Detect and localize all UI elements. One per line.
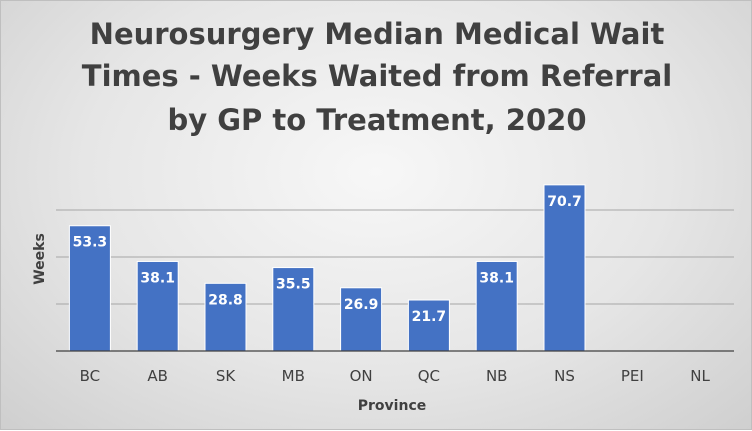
data-label-mb: 35.5 (276, 277, 311, 293)
x-tick-label-ns: NS (554, 367, 575, 385)
x-tick-label-pei: PEI (621, 367, 644, 385)
bar-nb (475, 260, 518, 352)
x-tick-labels: BC AB SK MB ON QC NB NS PEI NL (80, 367, 711, 385)
data-label-nb: 38.1 (479, 270, 514, 286)
data-label-bc: 53.3 (73, 235, 108, 251)
data-label-ns: 70.7 (547, 194, 582, 210)
data-label-ab: 38.1 (140, 270, 175, 286)
x-tick-label-nl: NL (690, 367, 710, 385)
x-tick-label-ab: AB (147, 367, 168, 385)
x-tick-label-qc: QC (418, 367, 440, 385)
chart-title-line-2: Times - Weeks Waited from Referral (82, 59, 672, 93)
data-labels: 53.3 38.1 28.8 35.5 26.9 21.7 38.1 70.7 (73, 194, 582, 325)
bar-sk (204, 282, 247, 352)
bar-ab (136, 260, 179, 352)
x-tick-label-mb: MB (282, 367, 305, 385)
x-tick-label-bc: BC (80, 367, 101, 385)
chart-title: Neurosurgery Median Medical Wait Times -… (82, 17, 672, 137)
x-tick-label-on: ON (350, 367, 373, 385)
bar-bc (68, 225, 111, 352)
x-tick-label-nb: NB (486, 367, 508, 385)
bar-ns (543, 184, 586, 352)
x-tick-label-sk: SK (216, 367, 237, 385)
chart-title-line-3: by GP to Treatment, 2020 (167, 103, 586, 137)
bar-qc (407, 299, 450, 352)
data-label-sk: 28.8 (208, 292, 243, 308)
data-label-on: 26.9 (344, 297, 379, 313)
y-axis-title: Weeks (32, 233, 48, 285)
x-axis-title: Province (358, 398, 426, 414)
bars (68, 184, 586, 352)
data-label-qc: 21.7 (412, 309, 447, 325)
chart-title-line-1: Neurosurgery Median Medical Wait (90, 17, 665, 51)
